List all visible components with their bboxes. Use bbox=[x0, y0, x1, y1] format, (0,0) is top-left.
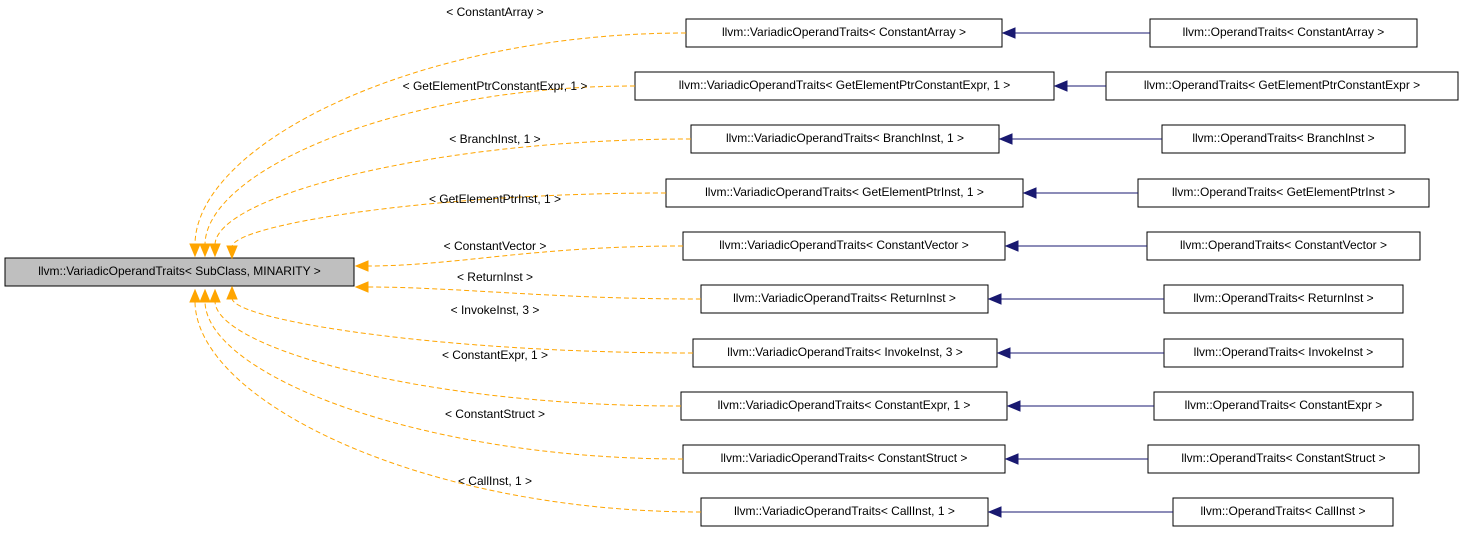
template-edge bbox=[194, 300, 702, 513]
subclass-node-label: llvm::OperandTraits< GetElementPtrConsta… bbox=[1144, 78, 1420, 92]
template-argument-label: < ConstantExpr, 1 > bbox=[442, 348, 548, 362]
subclass-node-box bbox=[1163, 338, 1404, 368]
class-node-box bbox=[690, 124, 1000, 154]
class-node-label: llvm::VariadicOperandTraits< ConstantVec… bbox=[719, 238, 968, 252]
subclass-node-label: llvm::OperandTraits< CallInst > bbox=[1201, 504, 1366, 518]
class-node-label: llvm::VariadicOperandTraits< ReturnInst … bbox=[733, 291, 956, 305]
root-node-box bbox=[4, 257, 355, 287]
class-node-box bbox=[680, 391, 1008, 421]
class-node-label: llvm::VariadicOperandTraits< ConstantExp… bbox=[718, 398, 971, 412]
subclass-node-box bbox=[1172, 497, 1394, 527]
inheritance-arrowhead bbox=[1004, 453, 1019, 465]
template-edge bbox=[366, 245, 684, 267]
class-node-box bbox=[682, 231, 1006, 261]
template-argument-label: < ReturnInst > bbox=[457, 270, 533, 284]
template-edge bbox=[366, 286, 702, 300]
subclass-node-box bbox=[1161, 124, 1406, 154]
inheritance-arrowhead bbox=[1004, 240, 1019, 252]
template-edge bbox=[204, 300, 684, 460]
inheritance-arrowhead bbox=[1006, 400, 1021, 412]
class-node-box bbox=[700, 497, 989, 527]
subclass-node-box bbox=[1146, 231, 1421, 261]
template-arrowhead bbox=[209, 288, 221, 303]
template-argument-label: < ConstantStruct > bbox=[445, 407, 545, 421]
template-argument-label: < CallInst, 1 > bbox=[458, 474, 532, 488]
template-arrowhead bbox=[354, 281, 369, 293]
subclass-node-box bbox=[1137, 178, 1430, 208]
subclass-node-label: llvm::OperandTraits< GetElementPtrInst > bbox=[1172, 185, 1395, 199]
inheritance-arrowhead bbox=[1053, 80, 1068, 92]
class-node-label: llvm::VariadicOperandTraits< GetElementP… bbox=[679, 78, 1010, 92]
subclass-node-box bbox=[1153, 391, 1414, 421]
template-edge bbox=[194, 32, 687, 246]
class-node-label: llvm::VariadicOperandTraits< ConstantStr… bbox=[721, 451, 968, 465]
subclass-node-box bbox=[1163, 284, 1404, 314]
template-arrowhead bbox=[189, 288, 201, 303]
template-arrowhead bbox=[209, 243, 221, 258]
inheritance-arrowhead bbox=[1001, 27, 1016, 39]
inheritance-arrowhead bbox=[987, 506, 1002, 518]
template-argument-label: < InvokeInst, 3 > bbox=[451, 303, 540, 317]
subclass-node-label: llvm::OperandTraits< ConstantArray > bbox=[1183, 25, 1385, 39]
class-node-label: llvm::VariadicOperandTraits< BranchInst,… bbox=[726, 131, 964, 145]
template-arrowhead bbox=[354, 260, 369, 272]
template-argument-label: < GetElementPtrInst, 1 > bbox=[429, 192, 561, 206]
template-edge bbox=[231, 192, 667, 248]
inheritance-arrowhead bbox=[996, 347, 1011, 359]
inheritance-arrowhead bbox=[1022, 187, 1037, 199]
subclass-node-label: llvm::OperandTraits< ReturnInst > bbox=[1193, 291, 1373, 305]
class-node-label: llvm::VariadicOperandTraits< InvokeInst,… bbox=[727, 345, 962, 359]
template-argument-label: < ConstantArray > bbox=[446, 5, 543, 19]
template-edge bbox=[214, 300, 682, 407]
class-node-box bbox=[685, 18, 1003, 48]
template-edge bbox=[204, 85, 636, 246]
template-arrowhead bbox=[226, 285, 238, 300]
class-node-label: llvm::VariadicOperandTraits< ConstantArr… bbox=[722, 25, 966, 39]
inheritance-arrowhead bbox=[998, 133, 1013, 145]
template-argument-label: < ConstantVector > bbox=[444, 239, 547, 253]
template-arrowhead bbox=[199, 243, 211, 258]
template-edge bbox=[214, 138, 692, 246]
subclass-node-label: llvm::OperandTraits< ConstantVector > bbox=[1180, 238, 1387, 252]
subclass-node-label: llvm::OperandTraits< BranchInst > bbox=[1192, 131, 1374, 145]
template-argument-label: < BranchInst, 1 > bbox=[449, 132, 540, 146]
root-node-label: llvm::VariadicOperandTraits< SubClass, M… bbox=[38, 264, 321, 278]
subclass-node-label: llvm::OperandTraits< InvokeInst > bbox=[1194, 345, 1374, 359]
template-arrowhead bbox=[189, 243, 201, 258]
subclass-node-label: llvm::OperandTraits< ConstantStruct > bbox=[1181, 451, 1385, 465]
template-argument-label: < GetElementPtrConstantExpr, 1 > bbox=[403, 79, 588, 93]
class-node-label: llvm::VariadicOperandTraits< CallInst, 1… bbox=[734, 504, 955, 518]
inheritance-arrowhead bbox=[987, 293, 1002, 305]
class-node-box bbox=[692, 338, 998, 368]
class-node-label: llvm::VariadicOperandTraits< GetElementP… bbox=[705, 185, 984, 199]
template-arrowhead bbox=[226, 245, 238, 260]
subclass-node-box bbox=[1149, 18, 1418, 48]
subclass-node-label: llvm::OperandTraits< ConstantExpr > bbox=[1185, 398, 1383, 412]
template-arrowhead bbox=[199, 288, 211, 303]
